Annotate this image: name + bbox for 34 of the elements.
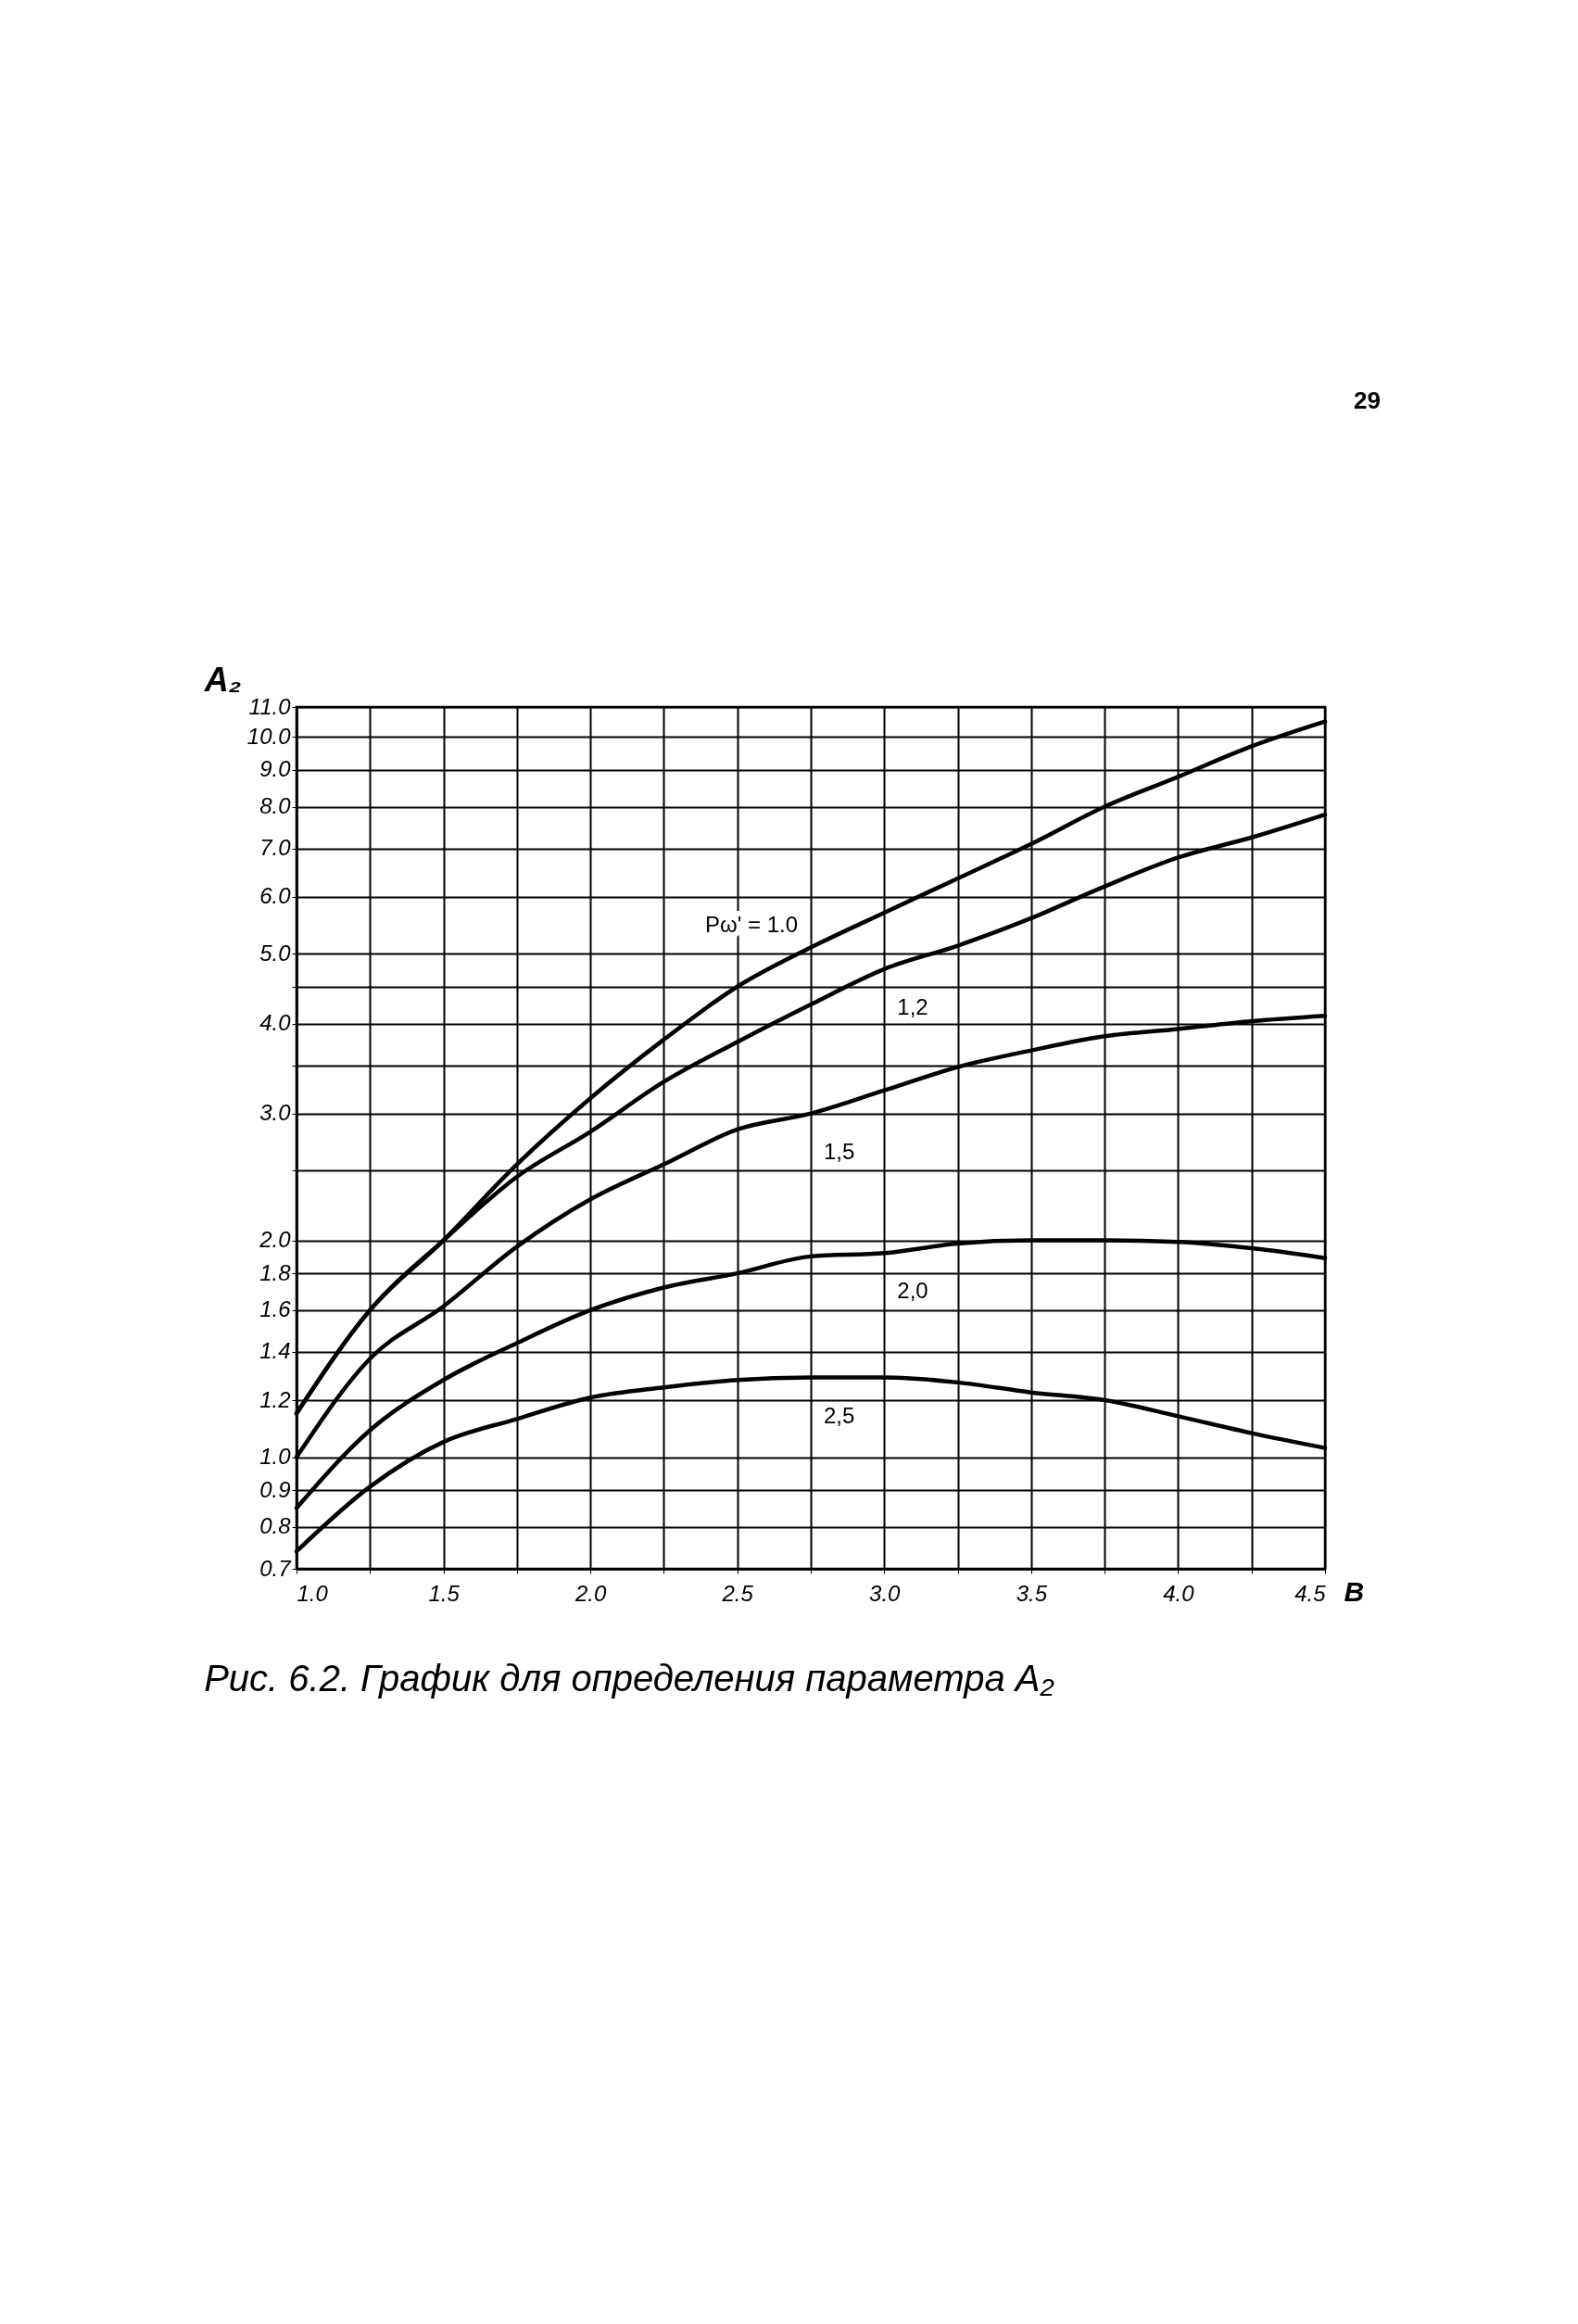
series-label: 1,5 xyxy=(824,1138,855,1164)
x-tick-label: 2.5 xyxy=(721,1580,754,1606)
y-tick-label: 1.4 xyxy=(259,1338,291,1364)
y-tick-label: 2.0 xyxy=(259,1227,292,1253)
y-tick-label: 10.0 xyxy=(246,723,292,749)
y-tick-label: 11.0 xyxy=(248,693,292,719)
x-tick-label: 4.5 xyxy=(1294,1580,1327,1606)
text: Рис. 6.2. График для определения параметра A₂ xyxy=(204,1658,1054,1699)
y-tick-label: 8.0 xyxy=(259,793,292,819)
y-tick-label: 9.0 xyxy=(259,756,292,782)
y-tick-label: 4.0 xyxy=(259,1010,292,1036)
y-tick-label: 1.6 xyxy=(259,1296,292,1322)
y-axis-title: A₂ xyxy=(203,660,242,699)
series-label: 2,5 xyxy=(824,1402,855,1428)
y-tick-label: 0.8 xyxy=(259,1513,292,1539)
y-tick-label: 5.0 xyxy=(259,940,292,966)
y-tick-label: 1.8 xyxy=(259,1259,292,1285)
x-tick-label: 2.0 xyxy=(574,1580,607,1606)
y-tick-label: 1.0 xyxy=(259,1444,292,1470)
series-label: 1,2 xyxy=(897,993,928,1019)
y-tick-label: 0.9 xyxy=(259,1476,291,1502)
x-tick-label: 1.0 xyxy=(297,1580,329,1606)
y-tick-label: 6.0 xyxy=(259,883,292,909)
series-label: 2,0 xyxy=(897,1278,928,1304)
y-tick-label: 0.7 xyxy=(259,1555,293,1581)
x-tick-label: 3.0 xyxy=(869,1580,902,1606)
y-tick-label: 7.0 xyxy=(259,835,292,861)
text: 29 xyxy=(1354,386,1381,414)
x-tick-label: 4.0 xyxy=(1163,1580,1195,1606)
y-tick-label: 1.2 xyxy=(259,1386,291,1412)
x-tick-label: 3.5 xyxy=(1016,1580,1048,1606)
x-axis-title: B xyxy=(1344,1575,1365,1607)
x-tick-label: 1.5 xyxy=(428,1580,461,1606)
y-tick-label: 3.0 xyxy=(259,1100,292,1126)
